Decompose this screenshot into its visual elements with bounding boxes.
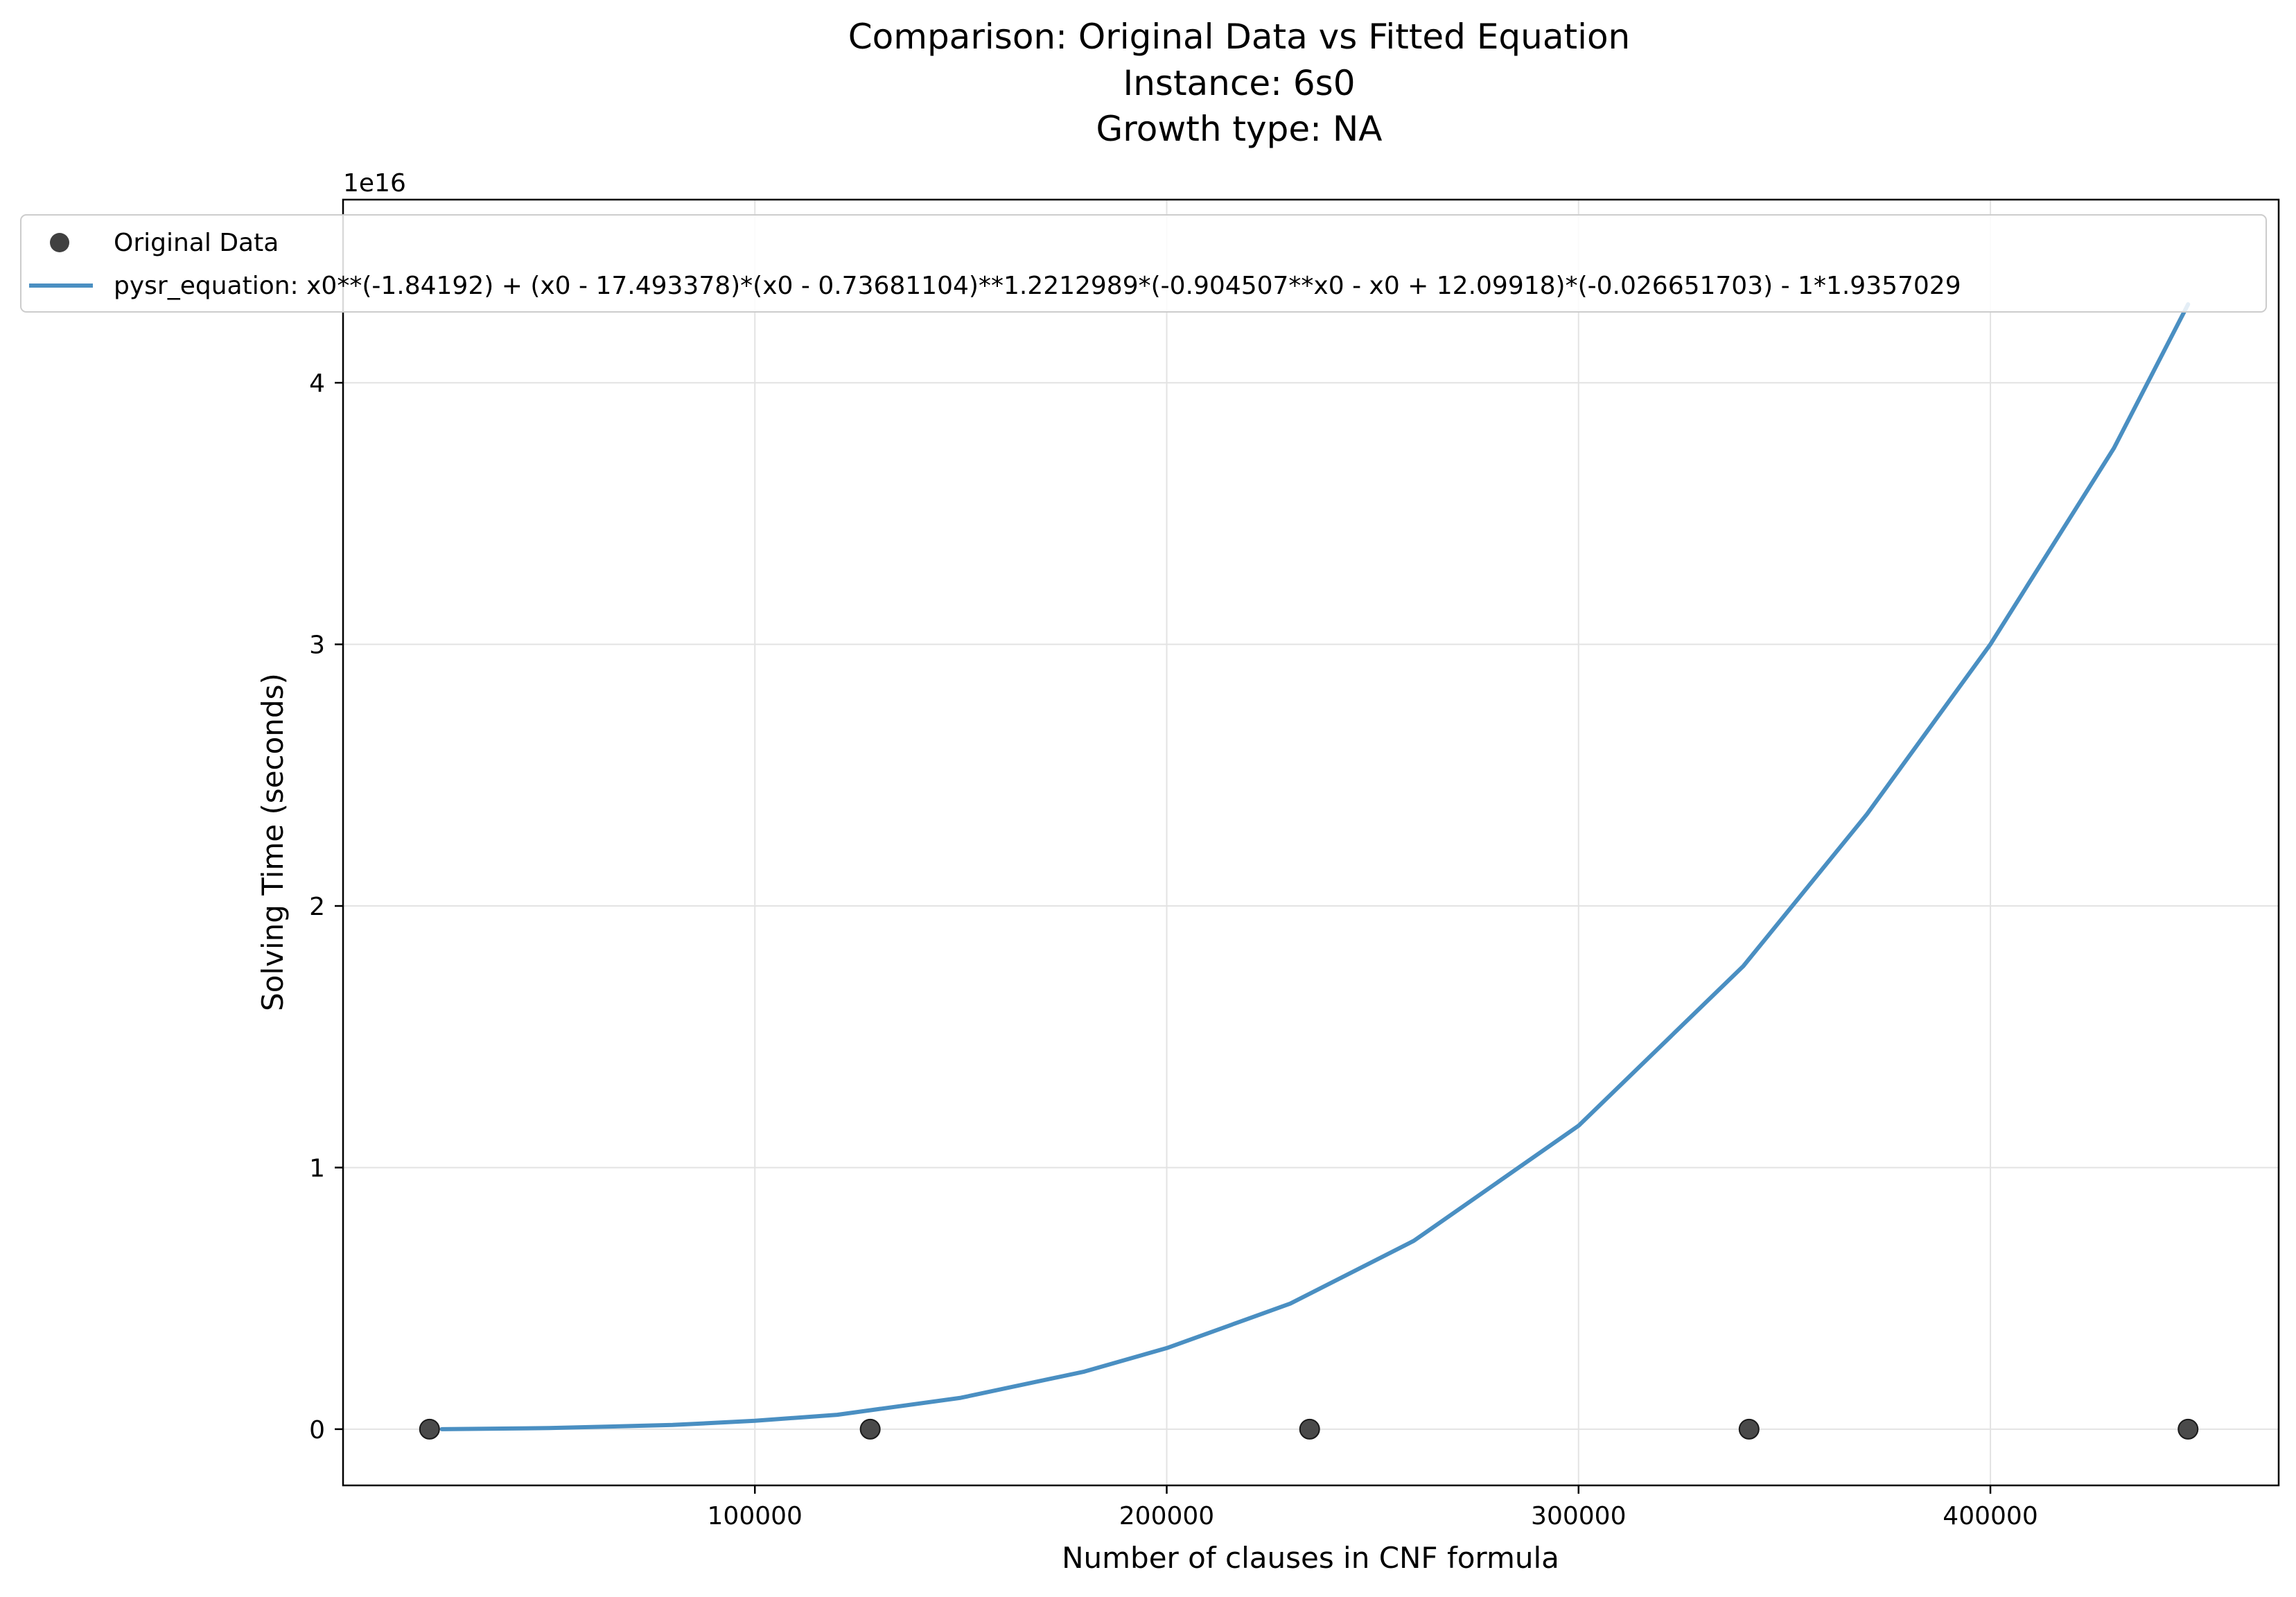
data-point-2 <box>1299 1418 1320 1440</box>
plot-series <box>419 302 2199 1440</box>
data-point-1 <box>859 1418 881 1440</box>
data-point-4 <box>2177 1418 2199 1440</box>
x-axis-label: Number of clauses in CNF formula <box>1062 1541 1559 1575</box>
title-line-2: Instance: 6s0 <box>1123 63 1355 103</box>
x-axis-ticks: 100000 200000 300000 400000 <box>708 1485 2038 1530</box>
legend-box <box>20 214 2267 313</box>
data-point-0 <box>419 1418 440 1440</box>
x-tick-label-2: 300000 <box>1531 1502 1626 1530</box>
y-tick-label-3: 3 <box>309 631 325 660</box>
y-axis-ticks: 0 1 2 3 4 <box>309 369 343 1445</box>
x-tick-label-3: 400000 <box>1943 1502 2038 1530</box>
y-tick-label-0: 0 <box>309 1416 325 1445</box>
legend: Original Data pysr_equation: x0**(-1.841… <box>20 214 2267 313</box>
title-line-1: Comparison: Original Data vs Fitted Equa… <box>848 17 1631 57</box>
y-tick-label-1: 1 <box>309 1154 325 1183</box>
y-tick-label-4: 4 <box>309 369 325 398</box>
y-tick-label-2: 2 <box>309 893 325 921</box>
series-line-pysr-equation <box>439 302 2191 1431</box>
y-axis-label: Solving Time (seconds) <box>256 673 290 1011</box>
title-line-3: Growth type: NA <box>1096 109 1383 149</box>
legend-marker-original-data <box>50 233 69 252</box>
y-offset-label: 1e16 <box>343 169 406 198</box>
data-point-3 <box>1738 1418 1760 1440</box>
plot-frame <box>342 198 2280 1487</box>
legend-label-original-data: Original Data <box>114 229 279 257</box>
x-tick-label-0: 100000 <box>708 1502 803 1530</box>
chart-title: Comparison: Original Data vs Fitted Equa… <box>848 17 1631 149</box>
x-tick-label-1: 200000 <box>1119 1502 1214 1530</box>
legend-label-pysr-equation: pysr_equation: x0**(-1.84192) + (x0 - 17… <box>114 272 1961 300</box>
